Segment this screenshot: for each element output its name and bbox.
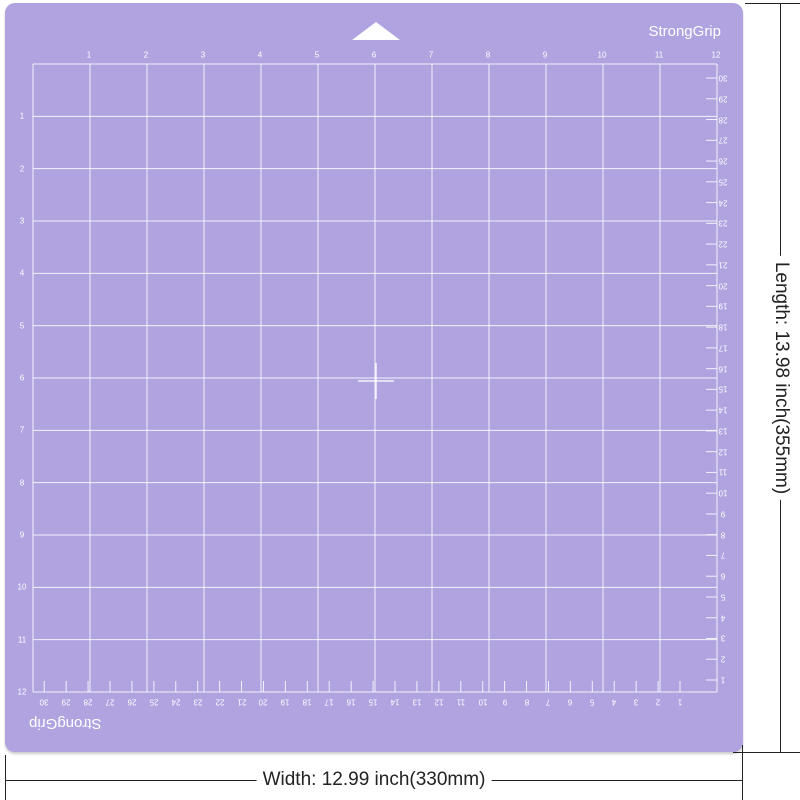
length-bottom-cap: [733, 752, 800, 753]
inch-label-top: 6: [371, 50, 377, 60]
cm-label-right: 9: [720, 509, 726, 519]
cm-label-bottom: 4: [611, 697, 617, 707]
cm-label-right: 26: [718, 156, 728, 166]
cm-label-right: 29: [718, 94, 728, 104]
length-top-cap: [745, 3, 800, 4]
inch-label-left: 7: [19, 425, 25, 435]
cm-label-bottom: 18: [302, 697, 312, 707]
cm-label-bottom: 19: [280, 697, 290, 707]
cm-label-right: 10: [718, 488, 728, 498]
cm-label-right: 15: [718, 384, 728, 394]
inch-label-top: 3: [200, 50, 206, 60]
cm-label-bottom: 1: [677, 697, 683, 707]
cm-label-bottom: 16: [346, 697, 356, 707]
inch-label-top: 10: [597, 50, 607, 60]
cm-label-right: 20: [718, 281, 728, 291]
inch-label-top: 8: [485, 50, 491, 60]
inch-label-left: 4: [19, 268, 25, 278]
cm-label-bottom: 29: [61, 697, 71, 707]
width-label: Width: 12.99 inch(330mm): [256, 769, 492, 791]
cm-label-bottom: 6: [568, 697, 573, 707]
cm-label-right: 28: [718, 115, 728, 125]
cm-label-right: 12: [718, 447, 728, 457]
cm-label-right: 18: [718, 322, 728, 332]
inch-label-top: 2: [143, 50, 149, 60]
inch-label-top: 5: [314, 50, 320, 60]
cm-label-right: 19: [718, 301, 728, 311]
cm-label-right: 2: [720, 654, 726, 664]
cm-label-right: 27: [718, 135, 728, 145]
inch-label-left: 11: [17, 635, 27, 645]
cm-label-right: 13: [718, 426, 728, 436]
inch-label-top: 4: [257, 50, 263, 60]
cm-label-bottom: 20: [259, 697, 268, 707]
inch-label-top: 7: [428, 50, 434, 60]
inch-label-left: 6: [19, 373, 25, 383]
cm-label-right: 25: [718, 177, 728, 187]
hanging-hole: [352, 22, 400, 40]
cm-label-bottom: 24: [171, 697, 181, 707]
width-left-cap: [5, 755, 6, 800]
cm-label-right: 3: [720, 633, 726, 643]
cm-label-bottom: 3: [633, 697, 639, 707]
cm-label-right: 22: [718, 239, 728, 249]
cm-label-bottom: 15: [368, 697, 378, 707]
cm-label-right: 17: [718, 343, 728, 353]
cm-label-bottom: 25: [149, 697, 159, 707]
length-label: Length: 13.98 inch(355mm): [770, 255, 792, 501]
cm-label-right: 7: [720, 550, 726, 560]
cm-label-right: 5: [720, 592, 726, 602]
brand-label-top: StrongGrip: [648, 23, 721, 40]
inch-label-left: 9: [19, 530, 25, 540]
inch-label-left: 5: [19, 321, 25, 331]
cm-label-right: 21: [718, 260, 728, 270]
cm-label-bottom: 28: [83, 697, 93, 707]
cm-label-right: 14: [718, 405, 728, 415]
cm-label-bottom: 8: [524, 697, 529, 707]
inch-label-left: 2: [19, 164, 25, 174]
cm-label-bottom: 2: [655, 697, 661, 707]
cm-label-bottom: 12: [434, 697, 444, 707]
inch-label-left: 12: [17, 687, 27, 697]
cm-label-right: 8: [720, 530, 726, 540]
cm-label-bottom: 14: [390, 697, 400, 707]
cm-label-right: 24: [718, 198, 728, 208]
cm-label-bottom: 5: [590, 697, 595, 707]
cm-label-bottom: 26: [127, 697, 137, 707]
cm-label-bottom: 7: [546, 697, 551, 707]
inch-label-top: 12: [711, 50, 721, 60]
cm-label-right: 11: [718, 467, 728, 477]
inch-label-top: 11: [654, 50, 664, 60]
width-right-cap: [742, 745, 743, 800]
inch-label-left: 3: [19, 216, 25, 226]
cm-label-bottom: 11: [456, 697, 465, 707]
cm-label-bottom: 27: [105, 697, 115, 707]
cm-label-right: 6: [720, 571, 726, 581]
cm-label-bottom: 13: [412, 697, 422, 707]
cm-label-bottom: 30: [39, 697, 49, 707]
inch-label-left: 10: [17, 582, 27, 592]
cm-label-right: 1: [720, 675, 726, 685]
inch-label-top: 9: [542, 50, 548, 60]
cm-label-right: 4: [720, 613, 726, 623]
cm-label-right: 30: [718, 73, 728, 83]
cm-label-bottom: 10: [478, 697, 488, 707]
cm-label-bottom: 17: [324, 697, 334, 707]
cm-label-right: 16: [718, 364, 728, 374]
inch-label-left: 8: [19, 478, 25, 488]
cm-label-bottom: 21: [237, 697, 246, 707]
inch-label-left: 1: [19, 111, 25, 121]
cm-label-bottom: 22: [215, 697, 225, 707]
cm-label-right: 23: [718, 218, 728, 228]
inch-label-top: 1: [86, 50, 92, 60]
cm-label-bottom: 9: [502, 697, 507, 707]
cm-label-bottom: 23: [193, 697, 203, 707]
